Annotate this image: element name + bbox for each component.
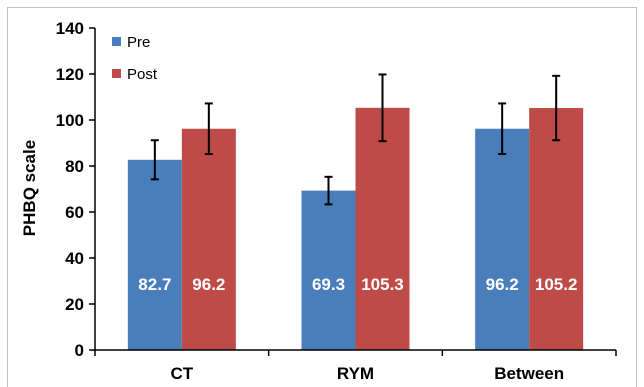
legend-swatch-pre <box>112 37 121 46</box>
y-ticks: 0 20 40 60 80 100 120 140 <box>56 19 95 360</box>
y-tick-label: 40 <box>65 249 84 268</box>
bar-post-between <box>529 108 584 350</box>
bars <box>127 107 584 350</box>
chart-border <box>7 7 637 387</box>
y-tick-label: 120 <box>56 65 84 84</box>
bar-post-rym <box>355 107 410 350</box>
x-tick-label: RYM <box>337 364 374 383</box>
bar-pre-between <box>475 128 530 350</box>
y-axis-title: PHBQ scale <box>20 140 39 236</box>
legend-swatch-post <box>112 69 121 78</box>
bar-pre-ct <box>127 159 182 350</box>
legend: Pre Post <box>112 34 158 83</box>
legend-label-pre: Pre <box>127 34 150 51</box>
bar-labels: 82.7 69.3 96.2 96.2 105.3 105.2 <box>138 275 577 294</box>
bar-value-label: 82.7 <box>138 275 171 294</box>
y-tick-label: 80 <box>65 157 84 176</box>
y-tick-label: 0 <box>75 341 84 360</box>
bar-post-ct <box>181 128 236 350</box>
x-tick-label: Between <box>494 364 564 383</box>
legend-label-post: Post <box>127 66 158 83</box>
bar-pre-rym <box>301 190 356 350</box>
bar-value-label: 105.2 <box>535 275 578 294</box>
y-tick-label: 100 <box>56 111 84 130</box>
x-tick-label: CT <box>170 364 193 383</box>
x-categories: CT RYM Between <box>94 350 617 383</box>
y-tick-label: 140 <box>56 19 84 38</box>
bar-value-label: 96.2 <box>192 275 225 294</box>
error-bars <box>150 73 561 206</box>
bar-value-label: 105.3 <box>361 275 404 294</box>
y-tick-label: 60 <box>65 203 84 222</box>
bar-value-label: 96.2 <box>486 275 519 294</box>
bar-value-label: 69.3 <box>312 275 345 294</box>
y-tick-label: 20 <box>65 295 84 314</box>
